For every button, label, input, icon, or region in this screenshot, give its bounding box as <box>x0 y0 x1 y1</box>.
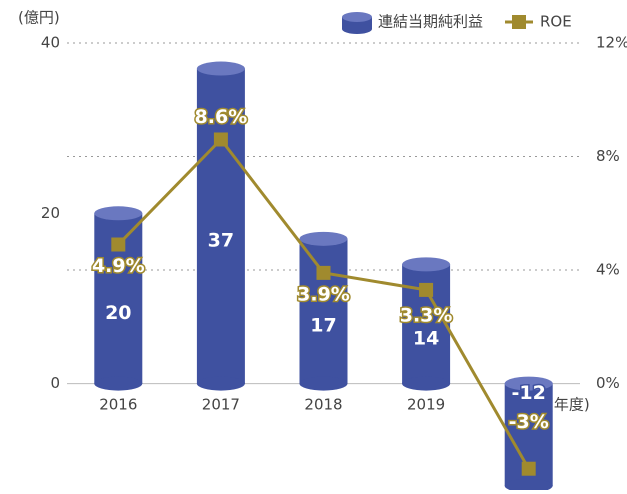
bar-value-label: 37 <box>208 230 234 252</box>
x-axis-label: (年度) <box>548 396 590 414</box>
x-tick-label: 2016 <box>99 396 137 414</box>
bar-bottom <box>196 376 245 391</box>
bar-top <box>94 206 143 221</box>
roe-marker <box>419 282 434 297</box>
bar-top <box>504 376 553 391</box>
roe-marker <box>316 265 331 280</box>
y-axis-label: (億円) <box>18 9 60 27</box>
bar-top <box>196 61 245 76</box>
x-tick-label: 2017 <box>202 396 240 414</box>
legend-bar-icon-top <box>342 12 372 22</box>
y2-tick-label: 12% <box>596 34 627 52</box>
legend-marker-icon <box>512 15 526 29</box>
bar-value-label: 17 <box>310 315 336 337</box>
roe-value-label: 8.6% <box>195 106 248 128</box>
x-tick-label: 2018 <box>304 396 342 414</box>
roe-value-label: -3% <box>509 411 549 433</box>
bar-bottom <box>402 376 451 391</box>
bar <box>196 68 245 384</box>
y2-tick-label: 8% <box>596 147 620 165</box>
roe-marker <box>521 461 536 476</box>
bar <box>299 238 348 384</box>
roe-value-label: 4.9% <box>92 255 145 277</box>
bar-top <box>299 231 348 246</box>
y2-tick-label: 0% <box>596 374 620 392</box>
legend-label: ROE <box>540 13 572 31</box>
roe-marker <box>111 237 126 252</box>
x-tick-label: 2019 <box>407 396 445 414</box>
legend-label: 連結当期純利益 <box>378 13 483 31</box>
y-tick-label: 40 <box>41 34 60 52</box>
roe-value-label: 3.9% <box>297 283 350 305</box>
bar-value-label: 20 <box>105 302 131 324</box>
bar-bottom <box>94 376 143 391</box>
bar-bottom <box>504 478 553 493</box>
roe-value-label: 3.3% <box>400 304 453 326</box>
bar-value-label: -12 <box>512 382 546 404</box>
bar-top <box>402 257 451 272</box>
roe-marker <box>213 132 228 147</box>
y2-tick-label: 4% <box>596 261 620 279</box>
bar-value-label: 14 <box>413 327 439 349</box>
y-tick-label: 0 <box>50 374 60 392</box>
y-tick-label: 20 <box>41 204 60 222</box>
bar-bottom <box>299 376 348 391</box>
legend-bar-icon-bottom <box>342 24 372 34</box>
